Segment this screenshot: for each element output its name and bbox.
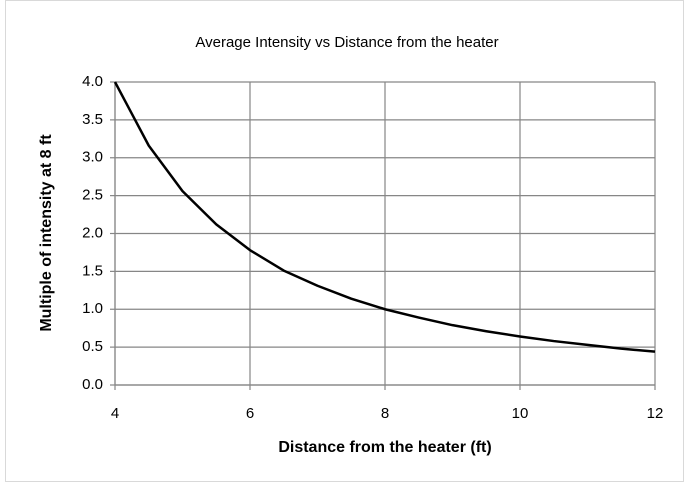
y-tick-label: 2.0 xyxy=(82,224,103,241)
x-tick-label: 12 xyxy=(647,405,664,422)
y-tick-label: 1.5 xyxy=(82,262,103,279)
y-tick-label: 3.0 xyxy=(82,149,103,166)
y-axis-label: Multiple of intensity at 8 ft xyxy=(38,134,55,332)
chart-frame xyxy=(5,0,684,482)
y-tick-label: 1.0 xyxy=(82,300,103,317)
chart-title: Average Intensity vs Distance from the h… xyxy=(195,34,498,51)
y-tick-label: 4.0 xyxy=(82,73,103,90)
x-tick-label: 10 xyxy=(512,405,529,422)
y-tick-label: 0.0 xyxy=(82,376,103,393)
y-tick-label: 3.5 xyxy=(82,111,103,128)
y-tick-label: 2.5 xyxy=(82,187,103,204)
x-tick-label: 8 xyxy=(381,405,389,422)
x-tick-label: 4 xyxy=(111,405,119,422)
x-tick-label: 6 xyxy=(246,405,254,422)
data-line xyxy=(113,81,656,353)
x-axis-label: Distance from the heater (ft) xyxy=(278,439,491,456)
y-tick-label: 0.5 xyxy=(82,338,103,355)
